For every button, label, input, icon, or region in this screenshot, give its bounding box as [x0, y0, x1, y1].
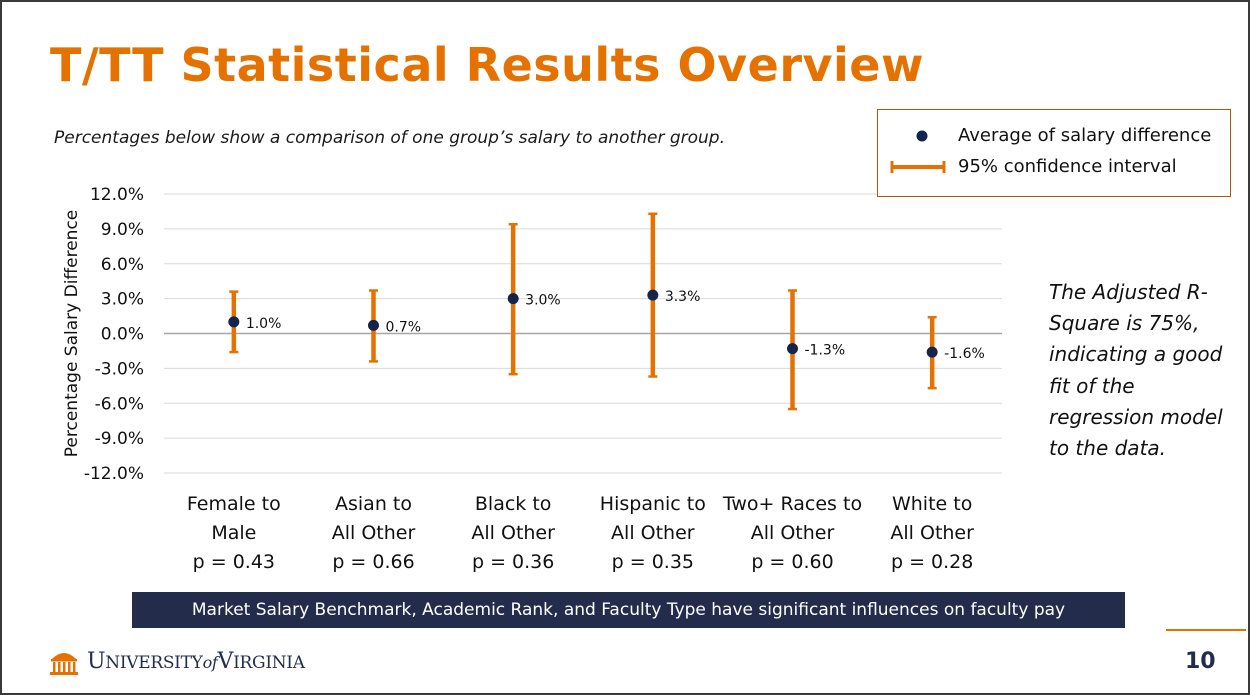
data-point: [228, 316, 240, 328]
x-tick-label: Hispanic to: [600, 493, 706, 515]
x-tick-label: Male: [211, 522, 256, 544]
x-tick-label: All Other: [332, 522, 416, 544]
y-tick-label: -3.0%: [95, 359, 144, 379]
data-label: 0.7%: [386, 319, 422, 335]
legend-entry-average: Average of salary difference: [878, 121, 1230, 151]
page-number: 10: [1185, 649, 1216, 674]
data-point: [647, 289, 659, 301]
legend-label-average: Average of salary difference: [958, 125, 1212, 146]
data-point: [368, 319, 379, 331]
legend-interval-marker: [890, 161, 946, 173]
x-tick-label: All Other: [611, 522, 695, 544]
r-square-note: The Adjusted R-Square is 75%, indicating…: [1049, 280, 1223, 461]
x-tick-label: p = 0.60: [751, 551, 833, 573]
x-tick-label: Asian to: [335, 493, 412, 515]
data-point: [926, 346, 938, 358]
x-tick-label: White to: [892, 493, 972, 515]
y-tick-label: -6.0%: [95, 394, 144, 414]
x-tick-label: p = 0.43: [193, 551, 275, 573]
legend-entry-interval: 95% confidence interval: [878, 152, 1230, 182]
university-logo: UNIVERSITYofVIRGINIA: [49, 643, 305, 679]
x-tick-label: Female to: [187, 493, 281, 515]
data-label: -1.3%: [805, 343, 846, 359]
y-tick-label: 3.0%: [101, 290, 144, 310]
x-tick-label: All Other: [890, 522, 974, 544]
x-tick-label: p = 0.66: [332, 551, 414, 573]
legend-point-marker: [916, 130, 928, 142]
university-wordmark: UNIVERSITYofVIRGINIA: [87, 648, 305, 674]
x-tick-label: p = 0.35: [612, 551, 694, 573]
x-tick-label: All Other: [751, 522, 835, 544]
data-label: 3.0%: [525, 293, 561, 309]
error-bar-chart: 12.0% 9.0% 6.0% 3.0% 0.0% -3.0% -6.0% -9.0% -12.…: [62, 185, 1002, 573]
legend-label-interval: 95% confidence interval: [958, 156, 1177, 177]
y-axis-label: Percentage Salary Difference: [62, 210, 82, 457]
x-tick-label: p = 0.36: [472, 551, 554, 573]
y-tick-label: 12.0%: [90, 185, 144, 205]
data-label: -1.6%: [944, 346, 985, 362]
key-findings-banner: Market Salary Benchmark, Academic Rank, …: [132, 592, 1125, 628]
y-tick-label: 9.0%: [101, 220, 144, 240]
y-tick-label: -12.0%: [84, 464, 144, 484]
chart-legend: Average of salary difference 95% confide…: [877, 109, 1231, 197]
data-label: 1.0%: [246, 316, 282, 332]
footer-accent-line: [1166, 629, 1246, 631]
x-tick-label: p = 0.28: [891, 551, 973, 573]
data-label: 3.3%: [665, 289, 701, 305]
rotunda-icon: [50, 653, 78, 675]
data-point: [787, 343, 798, 355]
y-tick-label: -9.0%: [95, 429, 144, 449]
data-point: [507, 293, 519, 305]
page-title: T/TT Statistical Results Overview: [50, 38, 924, 92]
chart-subtitle: Percentages below show a comparison of o…: [54, 128, 725, 148]
x-tick-label: Black to: [475, 493, 552, 515]
x-tick-label: Two+ Races to: [722, 493, 862, 515]
x-tick-label: All Other: [471, 522, 555, 544]
y-tick-label: 6.0%: [101, 255, 144, 275]
y-tick-label: 0.0%: [101, 325, 144, 345]
